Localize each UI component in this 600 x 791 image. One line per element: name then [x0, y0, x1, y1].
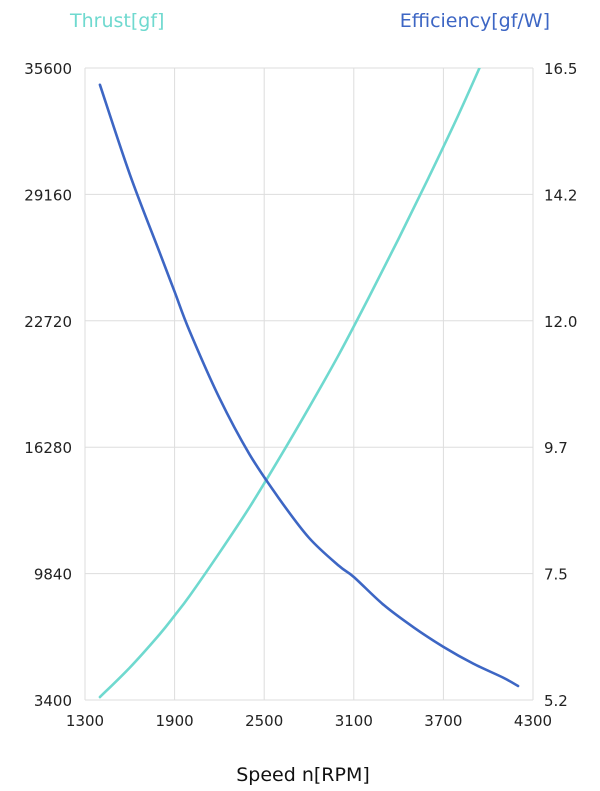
y-left-tick-label: 35600 [24, 60, 72, 78]
y-right-tick-label: 9.7 [544, 439, 568, 457]
efficiency-series-line [98, 83, 520, 688]
y-right-tick-label: 16.5 [544, 60, 577, 78]
thrust-series-line [98, 68, 481, 699]
y-left-tick-label: 9840 [34, 566, 72, 584]
y-left-tick-label: 16280 [24, 439, 72, 457]
y-right-tick-label: 14.2 [544, 186, 577, 204]
tick-layer: 1300 1900 2500 3100 3700 4300 3400 5.2 9840 7.5 16… [24, 60, 577, 730]
series-layer [98, 68, 520, 699]
y-left-tick-label: 3400 [34, 692, 72, 710]
x-axis-title: Speed n[RPM] [236, 764, 370, 786]
x-tick-label: 1300 [66, 712, 104, 730]
right-axis-title: Efficiency[gf/W] [400, 10, 550, 32]
y-left-tick-label: 29160 [24, 186, 72, 204]
x-tick-label: 1900 [156, 712, 194, 730]
y-right-tick-label: 7.5 [544, 566, 568, 584]
grid-layer [84, 67, 534, 701]
x-tick-label: 4300 [514, 712, 552, 730]
y-right-tick-label: 12.0 [544, 313, 577, 331]
x-tick-label: 3100 [335, 712, 373, 730]
x-tick-label: 2500 [245, 712, 283, 730]
y-left-tick-label: 22720 [24, 313, 72, 331]
x-tick-label: 3700 [424, 712, 462, 730]
y-right-tick-label: 5.2 [544, 692, 568, 710]
left-axis-title: Thrust[gf] [69, 10, 164, 32]
